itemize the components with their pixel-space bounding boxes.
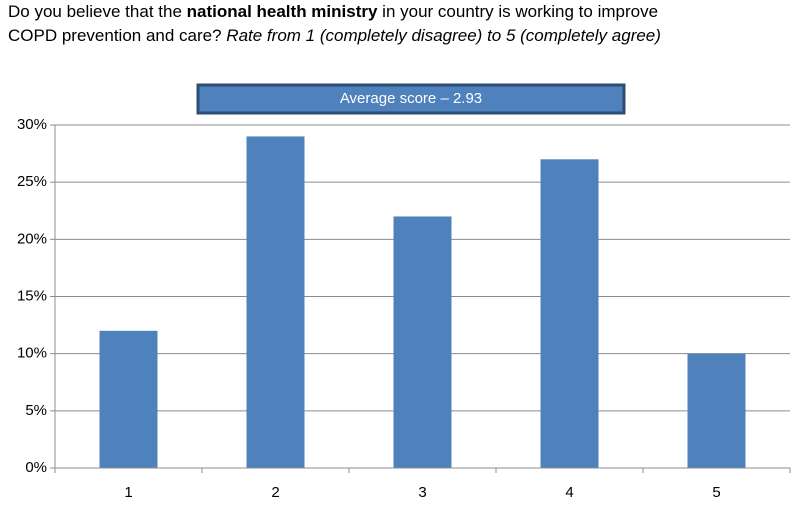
y-tick-label: 30% — [17, 116, 47, 133]
title-run: Rate from 1 (completely disagree) to 5 (… — [226, 26, 661, 45]
y-tick-label: 25% — [17, 173, 47, 190]
y-tick-label: 20% — [17, 230, 47, 247]
annotation: Average score – 2.93 — [340, 90, 482, 107]
y-tick-label: 10% — [17, 345, 47, 362]
y-tick-label: 15% — [17, 287, 47, 304]
x-tick-label: 5 — [712, 484, 720, 501]
x-tick-label: 3 — [418, 484, 426, 501]
chart-title: Do you believe that the national health … — [8, 0, 678, 48]
bar — [687, 353, 746, 468]
title-run: in your country is working to improve CO… — [8, 2, 659, 45]
annotation-box — [196, 83, 626, 115]
y-tick-label: 5% — [25, 402, 47, 419]
x-tick-label: 2 — [271, 484, 279, 501]
bar — [540, 159, 599, 469]
y-tick-label: 0% — [25, 459, 47, 476]
bar — [246, 136, 305, 468]
bar — [393, 216, 452, 468]
x-tick-label: 1 — [124, 484, 132, 501]
x-tick-label: 4 — [565, 484, 573, 501]
title-run: Do you believe that the — [8, 2, 187, 21]
bar — [99, 330, 158, 468]
title-run: national health ministry — [186, 2, 378, 21]
